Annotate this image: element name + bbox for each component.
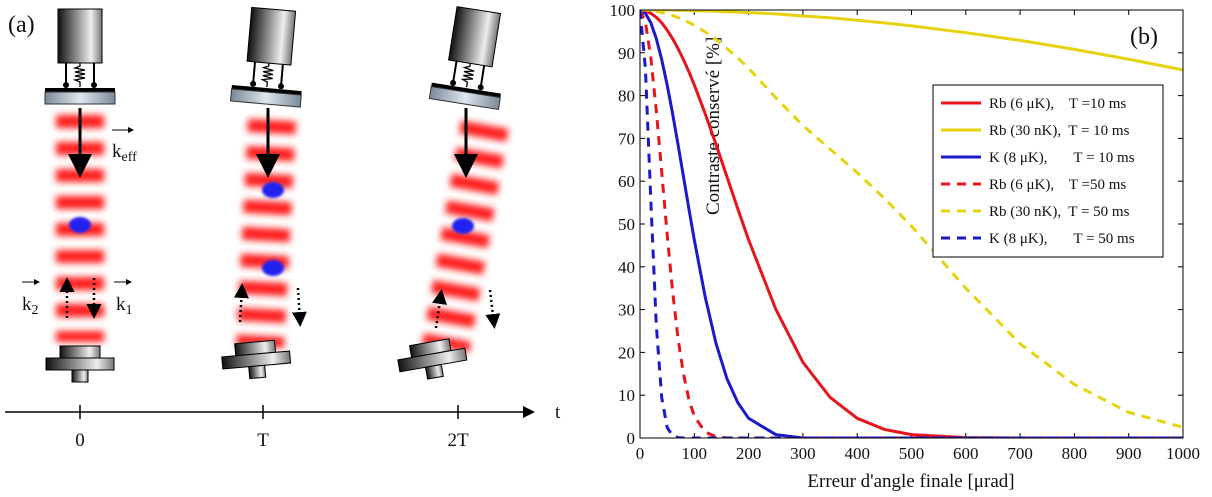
y-tick-label: 0	[627, 429, 636, 448]
time-tick-label: 2T	[447, 430, 469, 451]
y-axis-label: Contraste conservé [%]	[703, 37, 724, 215]
time-tick-label: T	[257, 430, 269, 451]
y-tick-label: 50	[618, 215, 635, 234]
panel-label: (b)	[1130, 24, 1158, 50]
keff-label: keff	[112, 141, 137, 165]
mirror-top	[44, 8, 116, 105]
x-tick-label: 900	[1116, 444, 1142, 463]
vector-subscript: 2	[32, 303, 39, 318]
legend-box	[932, 84, 1164, 258]
beam-arrows	[59, 277, 501, 329]
x-tick-label: 1000	[1166, 444, 1200, 463]
x-tick-label: 300	[790, 444, 816, 463]
mirror-bottom	[45, 345, 115, 383]
x-axis-label: Erreur d'angle finale [μrad]	[807, 471, 1014, 492]
x-tick-label: 0	[636, 444, 645, 463]
vector-symbol: k	[22, 294, 32, 315]
time-axis-label: t	[555, 402, 561, 423]
series-line	[640, 10, 1183, 429]
y-tick-label: 10	[618, 386, 635, 405]
time-tick-label: 0	[75, 430, 85, 451]
k2-label: k2	[22, 294, 39, 318]
x-tick-label: 400	[844, 444, 870, 463]
x-tick-label: 700	[1007, 444, 1033, 463]
y-tick-label: 70	[618, 129, 635, 148]
y-tick-label: 90	[618, 44, 635, 63]
legend-label: K (8 μK), T = 10 ms	[989, 150, 1135, 166]
x-tick-label: 500	[899, 444, 925, 463]
legend-label: Rb (30 nK), T = 50 ms	[989, 204, 1130, 220]
vector-subscript: eff	[122, 150, 138, 165]
mirror-top	[229, 5, 310, 109]
atom-clouds	[69, 182, 474, 276]
legend-label: K (8 μK), T = 50 ms	[989, 231, 1135, 247]
lattice	[236, 119, 296, 348]
panel-b: Contraste conservé [%] Erreur d'angle fi…	[610, 1, 1201, 492]
panel-label: (a)	[8, 12, 35, 38]
x-tick-label: 800	[1062, 444, 1088, 463]
mirror-top	[428, 3, 515, 111]
x-tick-label: 200	[736, 444, 762, 463]
legend-label: Rb (6 μK), T =50 ms	[989, 177, 1126, 193]
x-tick-label: 600	[953, 444, 979, 463]
y-tick-label: 20	[618, 343, 635, 362]
x-tick-label: 100	[682, 444, 708, 463]
y-tick-label: 60	[618, 172, 635, 191]
vector-symbol: k	[116, 294, 126, 315]
keff-arrows	[68, 108, 478, 178]
y-tick-label: 80	[618, 87, 635, 106]
panel-a: (a) keff k2	[5, 3, 561, 451]
legend-label: Rb (30 nK), T = 10 ms	[989, 123, 1130, 139]
y-tick-label: 100	[610, 1, 636, 20]
vector-subscript: 1	[126, 303, 133, 318]
k1-label: k1	[116, 294, 133, 318]
y-tick-label: 30	[618, 301, 635, 320]
vector-symbol: k	[112, 141, 122, 162]
series-line	[640, 10, 1183, 72]
y-tick-label: 40	[618, 258, 635, 277]
legend-label: Rb (6 μK), T =10 ms	[989, 96, 1126, 112]
series-line	[640, 10, 1183, 438]
plot-frame	[639, 9, 1184, 439]
